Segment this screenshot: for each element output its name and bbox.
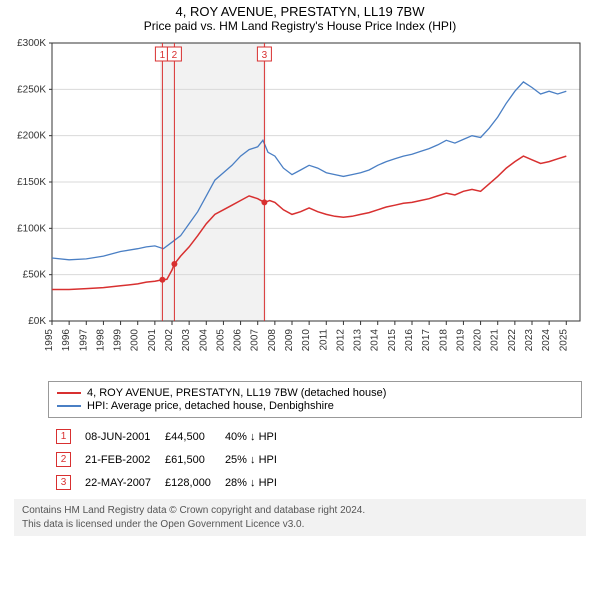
svg-text:2006: 2006	[233, 329, 244, 352]
marker-box-icon: 1	[56, 429, 71, 444]
svg-text:2001: 2001	[147, 329, 158, 352]
svg-text:3: 3	[262, 50, 268, 61]
chart-container: 4, ROY AVENUE, PRESTATYN, LL19 7BW Price…	[0, 0, 600, 590]
svg-text:2015: 2015	[387, 329, 398, 352]
svg-text:£150K: £150K	[17, 177, 46, 188]
svg-text:2020: 2020	[473, 329, 484, 352]
svg-text:£300K: £300K	[17, 38, 46, 49]
table-row: 3 22-MAY-2007 £128,000 28% ↓ HPI	[50, 472, 283, 493]
svg-text:2014: 2014	[370, 329, 381, 352]
svg-text:£100K: £100K	[17, 223, 46, 234]
transaction-delta: 25% ↓ HPI	[219, 449, 283, 470]
transaction-price: £61,500	[159, 449, 217, 470]
svg-text:2005: 2005	[215, 329, 226, 352]
legend-label: HPI: Average price, detached house, Denb…	[87, 400, 334, 412]
legend-swatch	[57, 392, 81, 394]
svg-text:2025: 2025	[558, 329, 569, 352]
footer-line: This data is licensed under the Open Gov…	[22, 518, 578, 532]
svg-text:2002: 2002	[164, 329, 175, 352]
svg-text:2012: 2012	[335, 329, 346, 352]
footer: Contains HM Land Registry data © Crown c…	[14, 499, 586, 536]
chart-subtitle: Price paid vs. HM Land Registry's House …	[0, 19, 600, 37]
svg-text:1995: 1995	[44, 329, 55, 352]
svg-text:1998: 1998	[95, 329, 106, 352]
svg-text:2024: 2024	[541, 329, 552, 352]
transaction-price: £128,000	[159, 472, 217, 493]
svg-text:1997: 1997	[78, 329, 89, 352]
svg-text:£250K: £250K	[17, 84, 46, 95]
table-row: 1 08-JUN-2001 £44,500 40% ↓ HPI	[50, 426, 283, 447]
svg-text:2: 2	[172, 50, 178, 61]
svg-text:2008: 2008	[267, 329, 278, 352]
svg-text:2022: 2022	[507, 329, 518, 352]
svg-text:2016: 2016	[404, 329, 415, 352]
transaction-price: £44,500	[159, 426, 217, 447]
svg-text:1996: 1996	[61, 329, 72, 352]
svg-text:£200K: £200K	[17, 131, 46, 142]
legend: 4, ROY AVENUE, PRESTATYN, LL19 7BW (deta…	[48, 381, 582, 418]
svg-text:2018: 2018	[438, 329, 449, 352]
chart-title: 4, ROY AVENUE, PRESTATYN, LL19 7BW	[0, 0, 600, 19]
chart-svg: £0K £50K £100K £150K £200K £250K £300K 1995 1996…	[10, 37, 590, 377]
svg-text:£50K: £50K	[23, 270, 47, 281]
marker-box-icon: 2	[56, 452, 71, 467]
transactions-table: 1 08-JUN-2001 £44,500 40% ↓ HPI 2 21-FEB…	[48, 424, 285, 495]
svg-text:2019: 2019	[455, 329, 466, 352]
svg-text:2017: 2017	[421, 329, 432, 352]
svg-text:1999: 1999	[113, 329, 124, 352]
svg-text:2003: 2003	[181, 329, 192, 352]
legend-item: 4, ROY AVENUE, PRESTATYN, LL19 7BW (deta…	[57, 387, 573, 399]
svg-text:2013: 2013	[353, 329, 364, 352]
svg-text:2004: 2004	[198, 329, 209, 352]
svg-text:2007: 2007	[250, 329, 261, 352]
transaction-delta: 28% ↓ HPI	[219, 472, 283, 493]
transaction-date: 22-MAY-2007	[79, 472, 157, 493]
svg-text:2010: 2010	[301, 329, 312, 352]
svg-text:2000: 2000	[130, 329, 141, 352]
marker-box-icon: 3	[56, 475, 71, 490]
transaction-delta: 40% ↓ HPI	[219, 426, 283, 447]
chart-plot: £0K £50K £100K £150K £200K £250K £300K 1995 1996…	[10, 37, 590, 377]
svg-text:£0K: £0K	[28, 316, 46, 327]
legend-item: HPI: Average price, detached house, Denb…	[57, 400, 573, 412]
table-row: 2 21-FEB-2002 £61,500 25% ↓ HPI	[50, 449, 283, 470]
transaction-date: 21-FEB-2002	[79, 449, 157, 470]
svg-text:2009: 2009	[284, 329, 295, 352]
footer-line: Contains HM Land Registry data © Crown c…	[22, 504, 578, 518]
svg-text:1: 1	[160, 50, 166, 61]
legend-label: 4, ROY AVENUE, PRESTATYN, LL19 7BW (deta…	[87, 387, 386, 399]
transaction-date: 08-JUN-2001	[79, 426, 157, 447]
legend-swatch	[57, 405, 81, 407]
svg-text:2023: 2023	[524, 329, 535, 352]
svg-text:2021: 2021	[490, 329, 501, 352]
svg-text:2011: 2011	[318, 329, 329, 351]
